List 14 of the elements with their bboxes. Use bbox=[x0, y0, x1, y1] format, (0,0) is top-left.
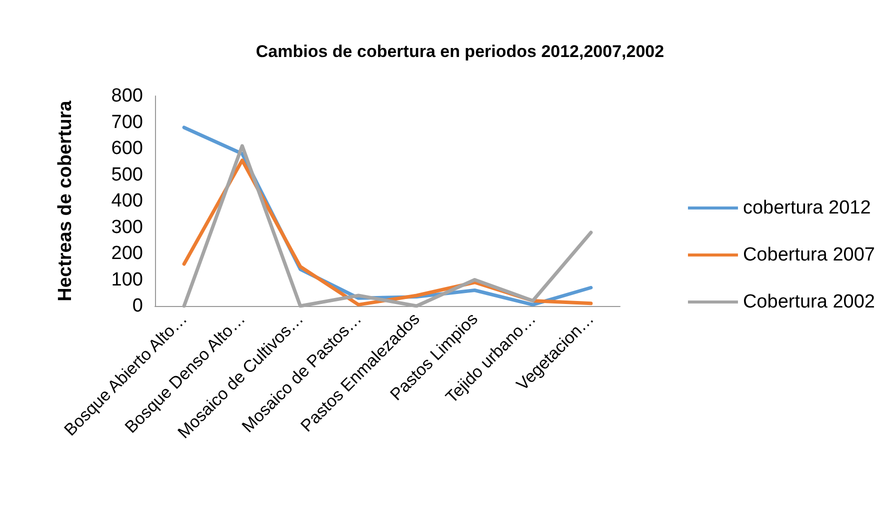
chart-title: Cambios de cobertura en periodos 2012,2007,2002 bbox=[256, 42, 664, 61]
y-tick-label: 300 bbox=[111, 216, 143, 238]
legend-label: cobertura 2012 bbox=[742, 198, 871, 218]
y-tick-label: 100 bbox=[111, 269, 143, 290]
y-tick-label: 200 bbox=[111, 243, 143, 264]
y-tick-label: 500 bbox=[111, 164, 143, 186]
y-tick-label: 800 bbox=[111, 86, 143, 106]
y-axis-title: Hectreas de cobertura bbox=[55, 100, 76, 302]
legend-label: Cobertura 2002 bbox=[742, 292, 876, 312]
y-tick-label: 700 bbox=[111, 112, 143, 133]
legend-label: Cobertura 2007 bbox=[742, 244, 876, 266]
y-tick-label: 600 bbox=[111, 138, 143, 159]
y-tick-label: 400 bbox=[111, 190, 143, 212]
y-tick-label: 0 bbox=[132, 296, 143, 316]
